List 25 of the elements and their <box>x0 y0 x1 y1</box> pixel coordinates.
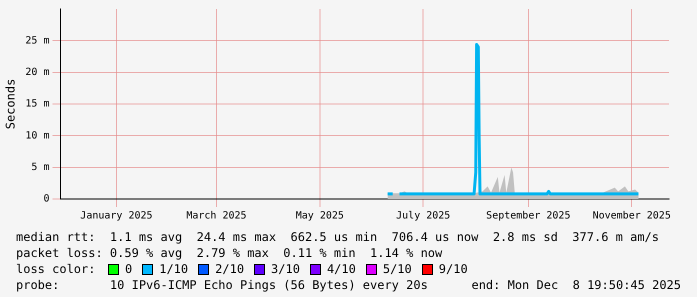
x-tick-label: July 2025 <box>396 210 450 222</box>
x-tick-label: March 2025 <box>186 210 247 222</box>
y-tick-label: 20 m <box>25 66 50 78</box>
y-tick-label: 15 m <box>25 98 50 110</box>
x-tick-label: November 2025 <box>592 210 671 222</box>
y-tick-label: 5 m <box>31 162 50 173</box>
text: packet loss: 0.59 % avg 2.79 % max 0.11 % min 1.14 % now <box>16 245 444 261</box>
text: 2/10 <box>215 261 244 277</box>
text: 5/10 <box>382 261 412 277</box>
y-tick-label: 25 m <box>25 35 50 46</box>
y-tick-label: 0 <box>43 194 50 205</box>
text: loss color: <box>16 261 96 277</box>
text: 1/10 <box>159 261 188 277</box>
y-tick-label: 10 m <box>25 130 50 142</box>
text: 3/10 <box>271 261 300 277</box>
text: median rtt: 1.1 ms avg 24.4 ms max 662.5 us min 706.4 us now 2.8 ms sd 377.6 m am/s <box>16 229 660 245</box>
text: 4/10 <box>326 261 356 277</box>
text: probe: 10 IPv6-ICMP Echo Pings (56 Bytes) every 20s <box>16 277 428 293</box>
x-tick-label: September 2025 <box>486 210 570 222</box>
x-tick-label: January 2025 <box>80 210 153 222</box>
text: end: Mon Dec 8 19:50:45 2025 <box>471 277 681 293</box>
x-tick-label: May 2025 <box>296 210 344 222</box>
text: 9/10 <box>438 261 468 277</box>
text: 0 <box>125 261 132 277</box>
y-axis-title: Seconds <box>3 78 18 130</box>
